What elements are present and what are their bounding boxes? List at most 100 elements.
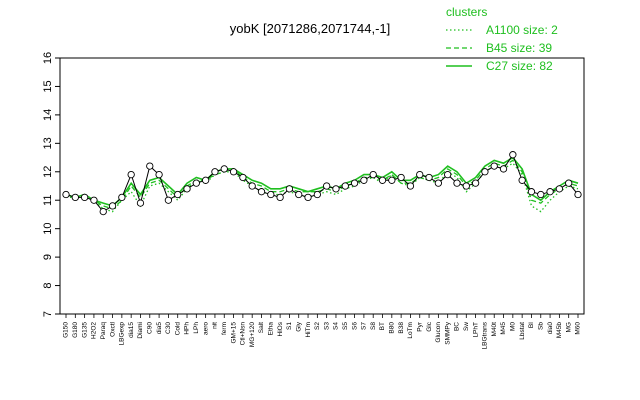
- data-point: [285, 185, 294, 193]
- data-point: [211, 168, 219, 176]
- x-tick-label: ferm: [221, 322, 228, 335]
- y-tick-label: 14: [42, 109, 54, 121]
- data-point: [220, 165, 228, 173]
- x-tick-label: M45b: [556, 322, 563, 339]
- x-tick-label: C30: [165, 322, 172, 334]
- data-point: [313, 190, 321, 199]
- x-tick-label: G150: [63, 322, 70, 338]
- data-point: [267, 190, 275, 199]
- data-point: [248, 182, 256, 190]
- x-tick-label: Gly: [295, 321, 302, 332]
- data-point: [425, 173, 433, 182]
- x-tick-label: G135: [81, 322, 88, 338]
- data-point: [164, 196, 173, 204]
- x-tick-label: S5: [342, 322, 349, 330]
- data-point: [323, 182, 331, 190]
- data-point: [434, 179, 443, 187]
- x-tick-label: Cold: [174, 322, 181, 336]
- x-tick-label: Sb: [537, 322, 544, 330]
- plot-frame: [59, 57, 585, 315]
- x-tick-label: Etha: [268, 322, 275, 336]
- x-tick-label: Lbstat: [519, 322, 526, 340]
- x-tick-label: LoTm: [407, 322, 414, 339]
- legend-label: B45 size: 39: [486, 41, 552, 55]
- x-tick-label: GM+15: [230, 322, 237, 344]
- legend-title: clusters: [446, 5, 487, 19]
- x-tick-label: BI: [528, 322, 535, 328]
- x-tick-label: BT: [379, 322, 386, 330]
- x-tick-label: S3: [323, 322, 330, 330]
- data-point: [71, 193, 79, 202]
- x-tick-label: dia0: [547, 322, 554, 335]
- data-point: [229, 168, 238, 176]
- data-point: [118, 193, 126, 202]
- data-point: [378, 176, 387, 184]
- x-tick-label: Salt: [258, 322, 265, 333]
- data-point: [453, 179, 461, 187]
- data-point: [537, 190, 545, 199]
- x-tick-label: dia15: [128, 322, 135, 338]
- data-point: [555, 185, 564, 193]
- data-point: [388, 176, 396, 184]
- data-point: [62, 190, 70, 199]
- x-tick-label: Paraq: [100, 322, 107, 340]
- x-tick-label: Glc: [426, 321, 433, 332]
- data-point: [490, 162, 498, 170]
- data-point: [295, 190, 303, 199]
- data-point: [509, 151, 517, 159]
- legend: clusters A1100 size: 2 B45 size: 39 C27 si…: [446, 5, 558, 73]
- y-tick-label: 11: [42, 195, 54, 206]
- data-point: [80, 193, 89, 202]
- x-tick-label: dia5: [156, 322, 163, 335]
- data-point: [360, 176, 368, 184]
- data-point: [304, 193, 312, 202]
- data-point: [136, 199, 145, 207]
- data-point: [471, 179, 480, 187]
- x-tick-label: aero: [202, 322, 209, 335]
- x-tick-label: MG+120: [249, 322, 256, 347]
- data-point: [397, 173, 405, 182]
- x-tick-label: LPh: [193, 322, 200, 334]
- y-axis: 7 8 9 10 11 12 13 14 15 16: [42, 52, 60, 317]
- x-tick-label: G180: [72, 322, 79, 338]
- data-point: [90, 196, 98, 204]
- x-tick-label: LBGtrans: [482, 321, 489, 349]
- x-tick-label: Diami: [137, 322, 144, 339]
- x-tick-label: M45: [500, 322, 507, 335]
- y-tick-label: 10: [42, 223, 54, 235]
- x-tick-label: HiTm: [305, 322, 312, 338]
- data-point: [574, 190, 582, 199]
- data-point: [444, 170, 452, 179]
- y-tick-label: 12: [42, 166, 54, 178]
- points-layer: [62, 151, 582, 216]
- x-tick-label: M40t: [491, 322, 498, 337]
- x-axis: G150 G180 G135 H2O2 Paraq Oxctl LBGexp dia15 Dia…: [63, 314, 582, 349]
- x-tick-label: Sw: [463, 322, 470, 331]
- data-point: [499, 165, 508, 173]
- y-tick-label: 9: [42, 254, 54, 260]
- legend-label: A1100 size: 2: [486, 23, 558, 37]
- data-point: [518, 176, 526, 184]
- x-tick-label: Oxctl: [109, 321, 116, 336]
- chart-title: yobK [2071286,2071744,-1]: [230, 21, 390, 36]
- data-point: [369, 170, 377, 179]
- x-tick-label: Pyr: [416, 321, 423, 332]
- y-tick-label: 15: [42, 80, 54, 92]
- x-tick-label: Ctl+Nsn: [240, 322, 247, 346]
- data-point: [462, 182, 470, 190]
- x-tick-label: MG: [565, 322, 572, 332]
- x-tick-label: H2O2: [91, 322, 98, 339]
- x-tick-label: S1: [286, 322, 293, 330]
- x-tick-label: B38: [398, 322, 405, 334]
- data-point: [108, 202, 117, 210]
- y-tick-label: 13: [42, 137, 54, 149]
- x-tick-label: LPhT: [472, 322, 479, 338]
- series-line-C27: [65, 156, 579, 207]
- data-point: [201, 176, 210, 184]
- x-tick-label: Glucon: [435, 322, 442, 343]
- x-tick-label: S4: [333, 322, 340, 330]
- data-point: [527, 188, 536, 196]
- data-point: [416, 170, 424, 179]
- data-point: [341, 182, 349, 190]
